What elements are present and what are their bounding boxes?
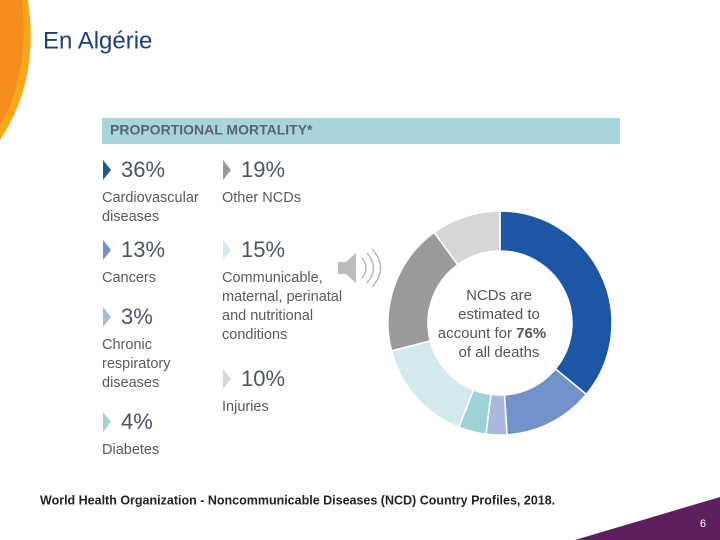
annotation: NCDs are estimated to account for 76% of al… [438,287,546,361]
legend-marker [223,160,231,180]
legend-marker [223,369,231,389]
legend-marker [103,307,111,327]
legend-value: 13% [121,237,166,262]
legend-label: Other NCDs [222,190,301,206]
legend-marker [103,240,111,260]
annotation-part: estimated to [458,306,540,323]
legend-label: Cardiovascular diseases [102,190,199,225]
legend-label: Communicable, maternal, perinatal and nu… [222,270,343,343]
legend-marker [103,412,111,432]
annotation-part: account for [438,325,516,342]
legend-label: Chronic respiratory diseases [102,337,171,391]
donut-segment [433,210,501,266]
speaker-icon [338,248,382,288]
legend-value: 4% [121,409,153,434]
legend-value: 36% [121,157,166,182]
annotation-part: of all deaths [459,344,540,361]
legend-label: Diabetes [102,442,160,458]
legend-marker [223,240,231,260]
legend-value: 10% [241,366,286,391]
page-number: 6 [700,518,706,530]
donut-segment [499,210,613,396]
annotation-part: 76% [516,325,546,342]
legend-value: 15% [241,237,286,262]
legend-label: Cancers [102,270,156,286]
corner-decoration [575,497,720,540]
legend-marker [103,160,111,180]
legend-label: Injuries [222,399,269,415]
header-bar [102,118,620,144]
slide-title: En Algérie [43,27,152,54]
legend-value: 19% [241,157,286,182]
chart-title: PROPORTIONAL MORTALITY* [110,122,313,138]
source: World Health Organization - Noncommunica… [40,493,555,507]
corner-decoration [0,0,24,125]
annotation-part: NCDs are [466,287,532,304]
legend-value: 3% [121,304,153,329]
